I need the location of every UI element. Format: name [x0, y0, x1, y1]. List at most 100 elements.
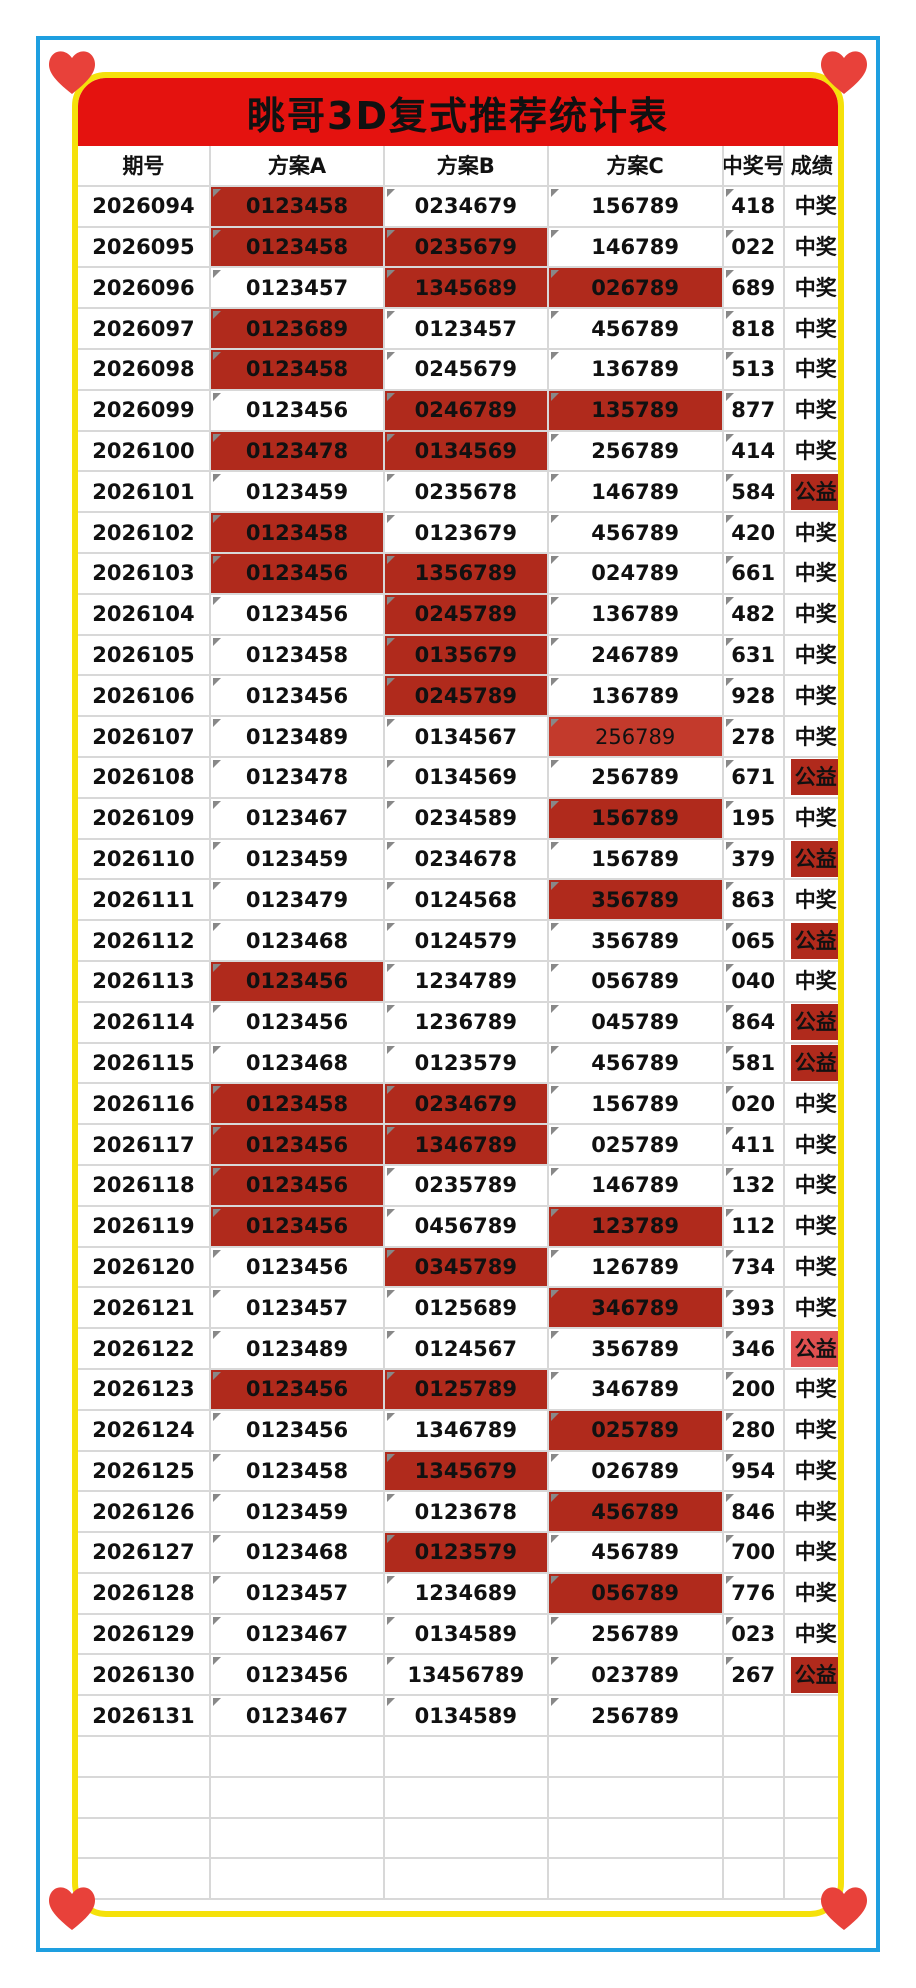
table-row-empty — [78, 1859, 838, 1901]
status-badge: 公益 — [790, 1656, 838, 1693]
cell-plan-a: 0123468 — [211, 921, 386, 960]
cell-empty — [211, 1737, 386, 1776]
cell-plan-b: 0135679 — [385, 635, 549, 675]
cell-plan-b: 1356789 — [385, 553, 549, 593]
cell-result: 中奖 — [785, 799, 838, 838]
cell-plan-a: 0123456 — [211, 676, 386, 716]
cell-empty — [78, 1777, 211, 1817]
cell-plan-b: 0124568 — [385, 880, 549, 920]
cell-result: 公益 — [785, 1044, 838, 1083]
cell-plan-a: 0123458 — [210, 1084, 386, 1124]
heart-icon — [48, 51, 96, 94]
cell-plan-c: 056789 — [549, 961, 724, 1001]
cell-result: 中奖 — [785, 595, 838, 634]
cell-result: 中奖 — [785, 1615, 838, 1654]
cell-empty — [385, 1737, 549, 1776]
cell-result: 中奖 — [785, 1084, 838, 1123]
cell-result: 中奖 — [785, 228, 838, 267]
cell-period: 2026113 — [78, 961, 211, 1001]
table-row: 2026100 0123478 0134569 256789 414 中奖 — [78, 431, 838, 473]
heart-icon — [48, 1887, 96, 1930]
status-badge: 中奖 — [794, 887, 837, 912]
status-badge: 中奖 — [794, 438, 837, 463]
cell-plan-b: 0123579 — [385, 1533, 549, 1572]
cell-empty — [549, 1859, 724, 1899]
table-row: 2026104 0123456 0245789 136789 482 中奖 — [78, 594, 838, 636]
title-banner: 眺哥3D复式推荐统计表 — [78, 78, 838, 146]
cell-plan-a: 0123456 — [210, 1369, 386, 1409]
status-badge: 中奖 — [794, 1540, 837, 1565]
cell-plan-b: 0125689 — [385, 1288, 549, 1328]
cell-plan-c: 156789 — [549, 1084, 724, 1124]
status-badge: 中奖 — [794, 1132, 837, 1157]
cell-winning-number: 023 — [724, 1614, 785, 1654]
cell-plan-a: 0123689 — [210, 309, 386, 348]
table-row: 2026095 0123458 0235679 146789 022 中奖 — [78, 227, 838, 269]
header-period: 期号 — [78, 146, 211, 185]
table-row: 2026098 0123458 0245679 136789 513 中奖 — [78, 349, 838, 391]
cell-result: 中奖 — [785, 1248, 838, 1287]
cell-period: 2026123 — [78, 1369, 211, 1409]
cell-period: 2026109 — [78, 798, 211, 838]
table-row: 2026111 0123479 0124568 356789 863 中奖 — [78, 880, 838, 922]
cell-result: 中奖 — [785, 1207, 838, 1246]
status-badge: 中奖 — [794, 316, 837, 341]
status-badge: 中奖 — [794, 806, 837, 831]
cell-winning-number: 671 — [724, 757, 785, 797]
cell-result: 公益 — [785, 840, 838, 879]
cell-plan-a: 0123458 — [211, 635, 386, 675]
cell-result: 公益 — [785, 472, 838, 511]
status-badge: 公益 — [790, 473, 838, 510]
cell-plan-b: 0124579 — [385, 921, 549, 960]
cell-empty — [78, 1737, 211, 1776]
cell-result: 中奖 — [785, 1452, 838, 1491]
cell-plan-b: 1346789 — [385, 1410, 549, 1450]
cell-plan-a: 0123467 — [211, 1696, 386, 1736]
cell-period: 2026099 — [78, 390, 211, 430]
cell-empty — [785, 1819, 838, 1858]
table-row: 2026128 0123457 1234689 056789 776 中奖 — [78, 1573, 838, 1615]
cell-plan-b: 1234789 — [385, 961, 549, 1001]
cell-winning-number: 040 — [724, 961, 785, 1001]
cell-winning-number: 022 — [724, 227, 785, 267]
cell-result: 中奖 — [785, 962, 838, 1001]
status-badge: 公益 — [790, 840, 838, 877]
cell-plan-c: 026789 — [549, 1451, 724, 1491]
table-row: 2026110 0123459 0234678 156789 379 公益 — [78, 839, 838, 881]
cell-plan-c: 156789 — [549, 839, 724, 879]
cell-plan-b: 0125789 — [385, 1369, 549, 1409]
cell-winning-number: 280 — [724, 1410, 785, 1450]
cell-plan-c: 056789 — [548, 1573, 724, 1613]
cell-period: 2026110 — [78, 839, 211, 879]
cell-empty — [549, 1818, 724, 1858]
cell-plan-a: 0123456 — [211, 390, 386, 430]
cell-plan-b: 0245679 — [385, 349, 549, 389]
cell-plan-b: 0245789 — [385, 676, 549, 716]
cell-plan-a: 0123456 — [211, 1655, 386, 1695]
cell-plan-b: 0456789 — [385, 1206, 549, 1246]
table-row: 2026119 0123456 0456789 123789 112 中奖 — [78, 1206, 838, 1248]
header-winning-number: 中奖号 — [724, 146, 785, 185]
cell-plan-c: 146789 — [549, 227, 724, 267]
cell-plan-c: 256789 — [548, 717, 724, 756]
heart-icon — [820, 1887, 868, 1930]
cell-winning-number: 418 — [724, 186, 785, 226]
cell-plan-a: 0123456 — [210, 1125, 386, 1164]
table-row: 2026102 0123458 0123679 456789 420 中奖 — [78, 513, 838, 554]
cell-plan-a: 0123459 — [211, 839, 386, 879]
cell-plan-a: 0123456 — [211, 594, 386, 634]
cell-result: 中奖 — [785, 432, 838, 471]
status-badge: 公益 — [790, 759, 838, 796]
cell-plan-b: 0345789 — [385, 1247, 549, 1287]
page-title: 眺哥3D复式推荐统计表 — [247, 93, 669, 138]
cell-winning-number: 132 — [724, 1165, 785, 1205]
cell-plan-c: 123789 — [548, 1206, 724, 1246]
cell-result: 中奖 — [785, 513, 838, 552]
cell-plan-a: 0123458 — [210, 513, 386, 552]
cell-plan-b: 0123579 — [385, 1043, 549, 1083]
table-row: 2026094 0123458 0234679 156789 418 中奖 — [78, 186, 838, 228]
cell-plan-b: 0123679 — [385, 513, 549, 552]
table-row: 2026125 0123458 1345679 026789 954 中奖 — [78, 1451, 838, 1493]
cell-plan-a: 0123457 — [211, 268, 386, 308]
status-badge — [791, 1698, 799, 1734]
